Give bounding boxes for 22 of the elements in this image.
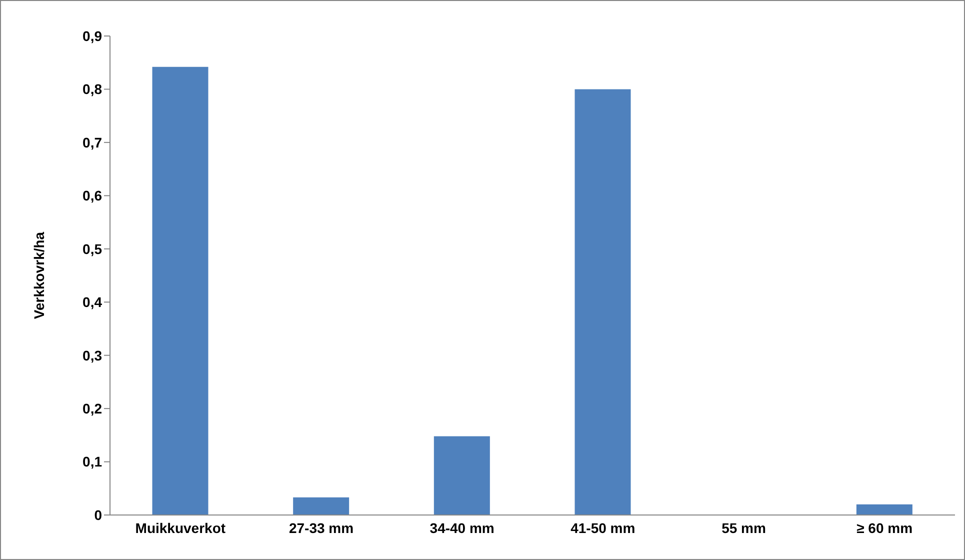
- y-tick-label: 0,6: [82, 188, 102, 204]
- bar: [293, 497, 350, 515]
- y-tick-label: 0,7: [82, 134, 102, 150]
- bar: [434, 436, 490, 515]
- x-tick-label: 27-33 mm: [288, 520, 354, 536]
- bar: [856, 504, 912, 515]
- y-tick-label: 0,3: [82, 347, 102, 364]
- y-tick-label: 0: [94, 506, 102, 523]
- x-tick-label: 41-50 mm: [570, 520, 636, 536]
- bar: [574, 89, 631, 515]
- y-tick-label: 0,9: [82, 28, 102, 44]
- x-tick-label: Muikkuverkot: [135, 520, 226, 536]
- x-tick-label: 55 mm: [722, 520, 766, 536]
- y-tick-label: 0,2: [82, 400, 102, 417]
- y-axis-title: Verkkovrk/ha: [30, 232, 47, 320]
- y-tick-label: 0,4: [82, 294, 102, 310]
- y-tick-label: 0,1: [82, 454, 102, 470]
- y-tick-label: 0,8: [82, 81, 102, 98]
- x-tick-label: ≥ 60 mm: [856, 520, 913, 536]
- x-tick-label: 34-40 mm: [430, 520, 494, 536]
- y-tick-label: 0,5: [82, 240, 102, 257]
- bar: [152, 66, 208, 515]
